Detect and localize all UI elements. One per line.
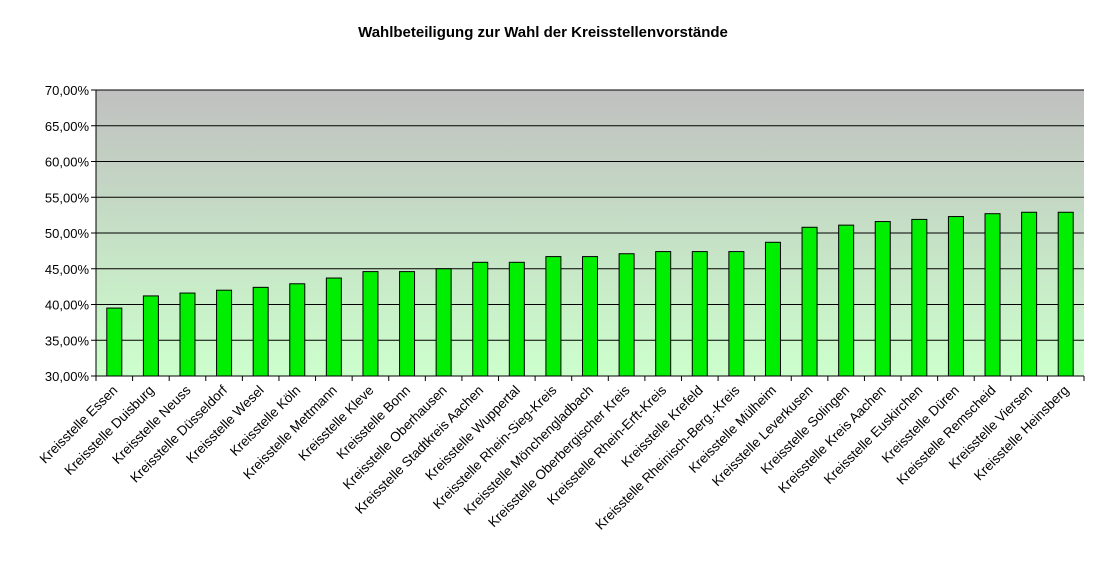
bar bbox=[1057, 211, 1074, 377]
bars bbox=[106, 211, 1074, 377]
bar bbox=[947, 216, 964, 377]
bar bbox=[691, 251, 708, 377]
bar bbox=[472, 261, 489, 377]
bar bbox=[728, 251, 745, 377]
bar bbox=[508, 261, 525, 377]
bar bbox=[325, 277, 342, 377]
bar bbox=[106, 307, 123, 377]
bar bbox=[1021, 211, 1038, 377]
bar bbox=[655, 251, 672, 377]
bar bbox=[289, 283, 306, 377]
bar bbox=[179, 292, 196, 377]
bar bbox=[618, 253, 635, 377]
bar bbox=[142, 295, 159, 377]
bar bbox=[911, 218, 928, 377]
y-tick-label: 55,00% bbox=[45, 190, 90, 205]
bar bbox=[399, 271, 416, 377]
y-tick-label: 40,00% bbox=[45, 298, 90, 313]
bar bbox=[801, 226, 818, 377]
y-axis: 30,00% 35,00% 40,00% 45,00% 50,00% 55,00% 60,0… bbox=[45, 83, 97, 384]
y-tick-label: 60,00% bbox=[45, 155, 90, 170]
bar bbox=[874, 221, 891, 377]
bar bbox=[216, 289, 233, 377]
y-tick-label: 70,00% bbox=[45, 83, 90, 98]
y-tick-label: 65,00% bbox=[45, 119, 90, 134]
bar bbox=[435, 268, 452, 377]
bar bbox=[838, 224, 855, 377]
y-tick-label: 50,00% bbox=[45, 226, 90, 241]
bar bbox=[545, 256, 562, 377]
bar bbox=[252, 286, 269, 377]
bar bbox=[764, 241, 781, 377]
y-tick-label: 30,00% bbox=[45, 369, 90, 384]
bar bbox=[362, 271, 379, 377]
chart-title: Wahlbeteiligung zur Wahl der Kreisstelle… bbox=[358, 24, 728, 41]
y-tick-label: 35,00% bbox=[45, 333, 90, 348]
bar bbox=[582, 256, 598, 377]
y-tick-label: 45,00% bbox=[45, 262, 90, 277]
bar bbox=[984, 213, 1001, 377]
